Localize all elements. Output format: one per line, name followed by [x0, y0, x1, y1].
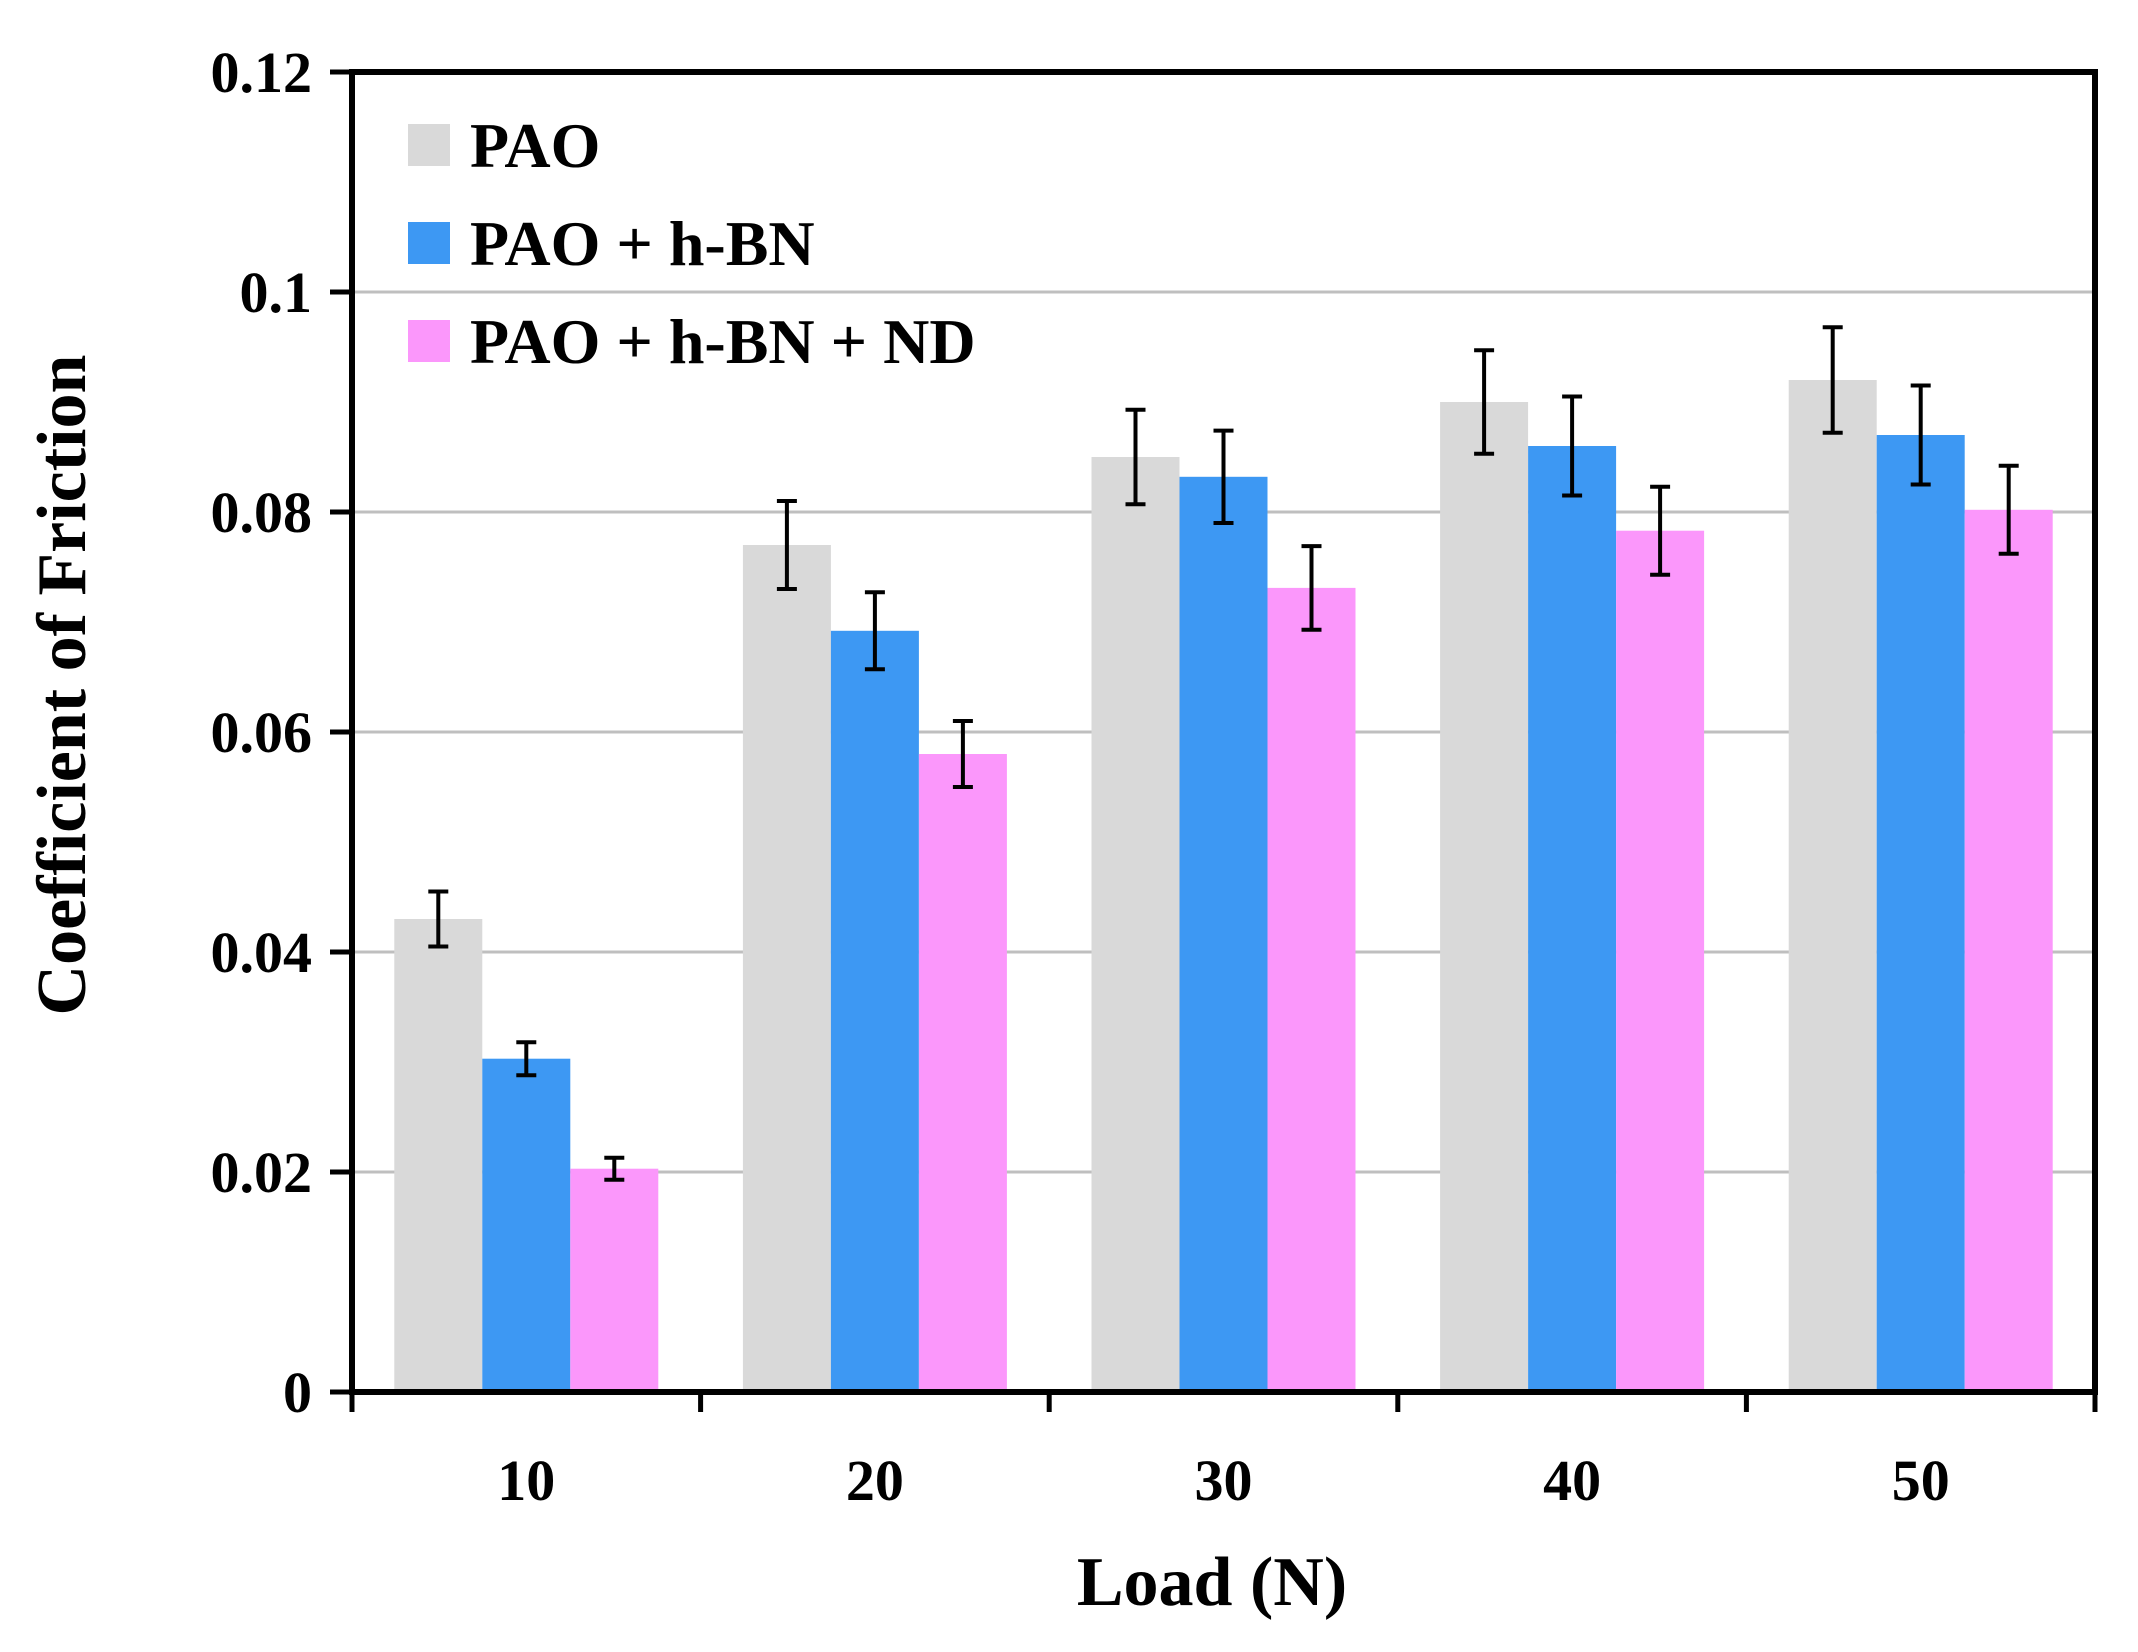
bar-pao-h-bn-nd-50: [1964, 509, 2053, 1392]
legend-swatch: [408, 222, 450, 264]
bar-pao-50: [1788, 380, 1877, 1392]
axes: 0 0.02 0.04 0.06 0.08 0.1 0.12 10 20 30 40 50: [211, 40, 2098, 1513]
legend-swatch: [408, 320, 450, 362]
y-tick-label: 0.06: [211, 700, 313, 765]
y-tick-label: 0: [283, 1360, 312, 1425]
error-bar: [952, 719, 973, 789]
error-bar: [864, 590, 885, 672]
bar-pao-h-bn-50: [1876, 435, 1965, 1392]
error-bar: [1650, 484, 1671, 577]
x-tick-label: 50: [1892, 1448, 1950, 1513]
y-tick-label: 0.02: [211, 1140, 313, 1205]
y-tick-label: 0.04: [211, 920, 313, 985]
bar-pao-h-bn-nd-20: [918, 754, 1007, 1392]
error-bar: [1910, 383, 1931, 487]
legend-entry: PAO + h-BN: [408, 208, 815, 279]
bar-pao-h-bn-40: [1528, 446, 1617, 1392]
legend-entry: PAO + h-BN + ND: [408, 306, 976, 377]
error-bar: [604, 1155, 625, 1182]
error-bar: [1301, 544, 1322, 632]
bar-pao-h-bn-20: [830, 630, 919, 1392]
error-bar: [1125, 407, 1146, 507]
legend: PAO PAO + h-BN PAO + h-BN + ND: [408, 110, 976, 377]
x-tick-label: 40: [1543, 1448, 1601, 1513]
bar-pao-10: [394, 919, 483, 1392]
bar-pao-30: [1091, 457, 1180, 1392]
y-tick-label: 0.12: [211, 40, 313, 105]
bar-pao-40: [1440, 402, 1529, 1392]
bars: [394, 380, 2053, 1392]
error-bar: [1998, 463, 2019, 556]
bar-pao-h-bn-nd-30: [1267, 587, 1356, 1392]
error-bar: [1562, 394, 1583, 498]
x-tick-label: 30: [1195, 1448, 1253, 1513]
bar-pao-h-bn-nd-10: [570, 1168, 659, 1392]
error-bar: [516, 1040, 537, 1078]
error-bar: [776, 499, 797, 591]
error-bar: [1474, 348, 1495, 456]
error-bar: [1213, 428, 1234, 525]
x-tick-label: 20: [846, 1448, 904, 1513]
bar-pao-h-bn-10: [482, 1058, 571, 1392]
legend-label: PAO + h-BN: [470, 208, 815, 279]
x-axis-title: Load (N): [1077, 1544, 1347, 1621]
y-axis-title: Coefficient of Friction: [24, 355, 101, 1016]
legend-swatch: [408, 124, 450, 166]
bar-pao-h-bn-30: [1179, 476, 1268, 1392]
y-tick-label: 0.08: [211, 480, 313, 545]
legend-label: PAO + h-BN + ND: [470, 306, 976, 377]
legend-entry: PAO: [408, 110, 600, 181]
y-tick-label: 0.1: [240, 260, 313, 325]
error-bars: [428, 325, 2019, 1182]
legend-label: PAO: [470, 110, 600, 181]
x-tick-label: 10: [497, 1448, 555, 1513]
error-bar: [1822, 325, 1843, 435]
bar-pao-h-bn-nd-40: [1616, 530, 1705, 1392]
error-bar: [428, 889, 449, 949]
bar-pao-20: [742, 545, 831, 1392]
